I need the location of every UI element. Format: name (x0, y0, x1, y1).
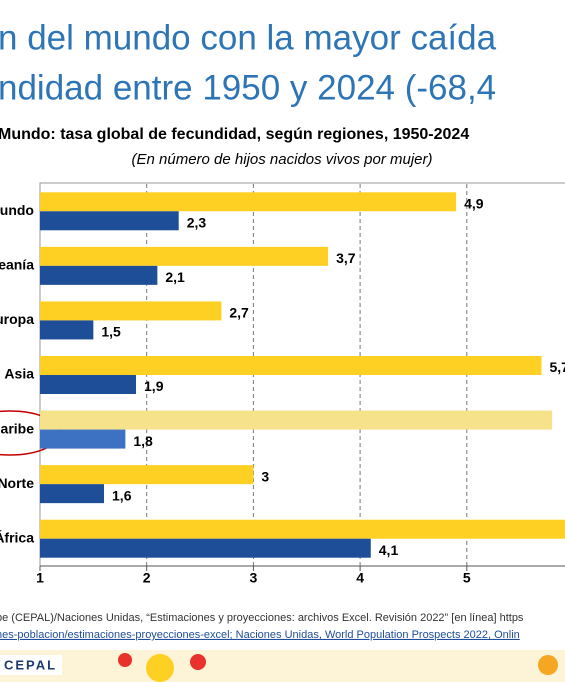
y-tick-label: uropa (0, 311, 34, 327)
data-label: 1,8 (133, 433, 153, 449)
chart-title: Mundo: tasa global de fecundidad, según … (0, 126, 469, 143)
logo-box (0, 655, 62, 675)
source-line: nes-poblacion/estimaciones-proyecciones-… (0, 629, 520, 641)
data-label: 4,9 (464, 195, 484, 211)
data-label: 3 (261, 468, 269, 484)
data-label: 5,7 (549, 359, 565, 375)
bar (40, 246, 329, 266)
bar (40, 192, 457, 212)
y-tick-label: Asia (4, 366, 34, 382)
data-label: 2,1 (165, 269, 185, 285)
bar (40, 519, 565, 539)
bar (40, 538, 371, 558)
bar (40, 429, 126, 449)
data-label: 1,5 (101, 324, 121, 340)
data-label: 2,3 (187, 214, 207, 230)
decor (146, 654, 174, 682)
bar (40, 265, 158, 285)
y-tick-label: eanía (0, 257, 34, 273)
y-tick-label: Caribe (0, 420, 34, 436)
data-label: 3,7 (336, 250, 356, 266)
logo: CEPAL (4, 657, 57, 672)
bar (40, 320, 94, 340)
subtitle: (En número de hijos nacidos vivos por mu… (132, 151, 433, 168)
x-tick-label: 4 (356, 570, 364, 586)
bar (40, 484, 105, 504)
bar (40, 375, 137, 394)
data-label: 2,7 (229, 305, 249, 321)
y-tick-label: Norte (0, 475, 34, 491)
title-line: ndidad entre 1950 y 2024 (-68,4 (0, 68, 496, 107)
y-tick-label: África (0, 529, 34, 545)
data-label: 4,1 (379, 542, 399, 558)
x-tick-label: 5 (463, 570, 471, 586)
y-tick-label: lundo (0, 202, 34, 218)
bar (40, 410, 553, 430)
bar (40, 356, 542, 375)
bar (40, 465, 254, 485)
decor (190, 654, 206, 670)
decor (538, 655, 558, 675)
title-line: n del mundo con la mayor caída (0, 18, 497, 57)
decor (118, 653, 132, 667)
bar (40, 211, 179, 231)
x-tick-label: 3 (250, 570, 258, 586)
source-line: be (CEPAL)/Naciones Unidas, “Estimacione… (0, 612, 524, 624)
x-tick-label: 2 (143, 570, 151, 586)
footer (0, 650, 565, 682)
data-label: 1,9 (144, 378, 164, 394)
bar (40, 301, 222, 321)
data-label: 1,6 (112, 487, 132, 503)
x-tick-label: 1 (36, 570, 44, 586)
